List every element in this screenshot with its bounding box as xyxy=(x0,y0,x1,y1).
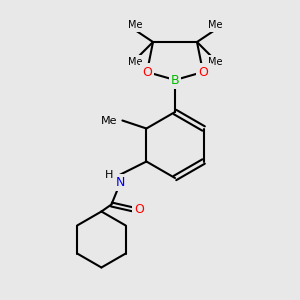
Text: H: H xyxy=(105,169,113,179)
Text: O: O xyxy=(142,65,152,79)
Text: Me: Me xyxy=(208,57,222,67)
Text: Me: Me xyxy=(208,20,222,30)
Text: Me: Me xyxy=(128,57,142,67)
Text: Me: Me xyxy=(101,116,117,125)
Text: B: B xyxy=(171,74,179,86)
Text: N: N xyxy=(116,176,125,189)
Text: O: O xyxy=(134,203,144,216)
Text: Me: Me xyxy=(128,20,142,30)
Text: O: O xyxy=(198,65,208,79)
